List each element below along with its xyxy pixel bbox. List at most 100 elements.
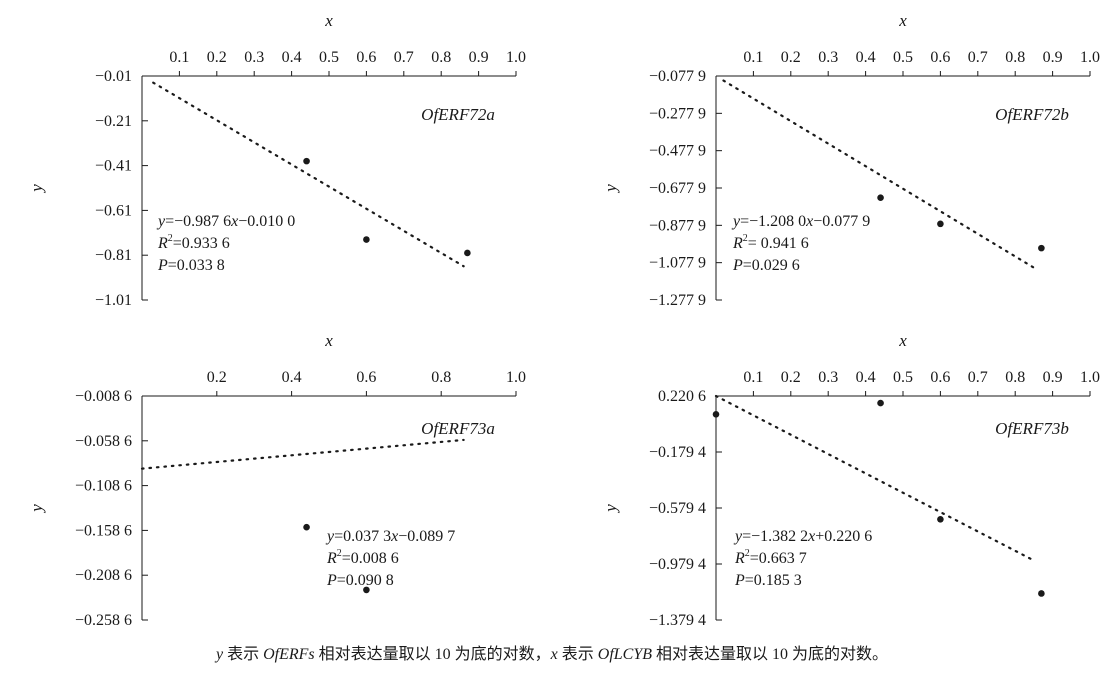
y-tick-label: −0.21 — [95, 113, 132, 130]
equation-x: x — [230, 213, 238, 230]
regression-equation: y=0.037 3x−0.089 7 — [325, 528, 455, 545]
p-symbol: P — [326, 572, 337, 589]
panel-oferf73b: 0.1 0.2 0.3 0.4 0.5 0.6 0.7 0.8 0.9 1.0 x 0.220 6 −0… — [601, 331, 1100, 629]
y-tick-label: 0.220 6 — [658, 388, 706, 405]
data-point — [712, 410, 720, 418]
y-tick-label: −0.058 6 — [75, 433, 132, 450]
p-value: P=0.029 6 — [732, 257, 800, 274]
panel-oferf73a: 0.2 0.4 0.6 0.8 1.0 x −0.008 6 −0.058 6 −0.108 6… — [27, 331, 526, 629]
equation-y: y — [733, 528, 743, 545]
data-point — [363, 586, 370, 594]
y-tick-label: −0.677 9 — [649, 180, 706, 197]
gene-label: OfERF73b — [995, 419, 1069, 438]
equation-x: x — [805, 213, 813, 230]
data-point — [303, 523, 310, 531]
x-tick-label: 0.4 — [282, 369, 302, 386]
equation-intercept: −0.077 9 — [813, 213, 870, 230]
x-tick-label: 0.3 — [818, 369, 838, 386]
x-tick-label: 0.2 — [207, 49, 227, 66]
x-tick-label: 0.6 — [930, 49, 950, 66]
data-point — [877, 194, 884, 202]
y-tick-label: −0.81 — [95, 247, 132, 264]
gene-label: OfERF73a — [421, 419, 495, 438]
y-tick-label: −0.008 6 — [75, 388, 132, 405]
x-tick-label: 0.6 — [356, 49, 376, 66]
x-tick-label: 0.8 — [1005, 369, 1025, 386]
x-tick-label: 0.5 — [893, 49, 913, 66]
x-tick-label: 0.2 — [781, 369, 801, 386]
r-symbol: R — [734, 550, 745, 567]
x-tick-label: 0.9 — [1043, 49, 1063, 66]
data-point — [937, 515, 944, 523]
y-tick-label: −0.158 6 — [75, 522, 132, 539]
figure: 0.1 0.2 0.3 0.4 0.5 0.6 0.7 0.8 0.9 1.0 x −0.01 −0.2… — [27, 11, 1100, 629]
regression-equation: y=−0.987 6x−0.010 0 — [156, 213, 295, 230]
data-point — [937, 220, 944, 228]
y-tick-label: −0.979 4 — [649, 556, 706, 573]
data-point — [363, 236, 370, 243]
equation-intercept: −0.010 0 — [238, 213, 295, 230]
gene-label: OfERF72b — [995, 105, 1069, 124]
p-value: P=0.185 3 — [734, 572, 802, 589]
caption-x-symbol: x — [550, 646, 558, 663]
y-tick-label: −0.108 6 — [75, 478, 132, 495]
x-tick-label: 0.8 — [431, 49, 451, 66]
y-tick-label: −1.379 4 — [649, 612, 706, 629]
regression-equation: y=−1.382 2x+0.220 6 — [733, 528, 872, 545]
p-symbol: P — [732, 257, 743, 274]
x-tick-label: 0.2 — [781, 49, 801, 66]
r-squared: R2=0.663 7 — [734, 548, 807, 567]
equation-slope: =−0.987 6 — [165, 213, 231, 230]
y-tick-label: −0.208 6 — [75, 567, 132, 584]
x-tick-label: 0.3 — [244, 49, 264, 66]
x-tick-label: 0.7 — [968, 369, 988, 386]
r-squared: R2=0.008 6 — [326, 548, 399, 567]
equation-x: x — [807, 528, 815, 545]
equation-y: y — [156, 213, 166, 230]
regression-equation: y=−1.208 0x−0.077 9 — [731, 213, 870, 230]
r-superscript: 2 — [337, 548, 342, 559]
x-tick-label: 0.4 — [856, 369, 876, 386]
p-symbol: P — [734, 572, 745, 589]
x-tick-label: 0.5 — [893, 369, 913, 386]
equation-intercept: −0.089 7 — [398, 528, 455, 545]
y-tick-label: −0.41 — [95, 158, 132, 175]
x-tick-label: 0.1 — [169, 49, 189, 66]
caption-text-3: 表示 — [557, 646, 598, 663]
caption-text-4: 相对表达量取以 10 为底的对数。 — [652, 646, 889, 663]
r-squared: R2=0.933 6 — [157, 233, 230, 252]
p-value: P=0.033 8 — [157, 257, 225, 274]
x-tick-label: 0.1 — [743, 49, 763, 66]
equation-x: x — [390, 528, 398, 545]
x-tick-label: 1.0 — [1080, 369, 1100, 386]
equation-slope: =0.037 3 — [334, 528, 391, 545]
y-tick-label: −1.277 9 — [649, 292, 706, 309]
equation-slope: =−1.208 0 — [740, 213, 806, 230]
x-axis-title: x — [898, 331, 907, 350]
y-axis-title: y — [27, 184, 46, 194]
r-squared-value: =0.933 6 — [173, 235, 230, 252]
p-value: P=0.090 8 — [326, 572, 394, 589]
caption-reference-gene: OfLCYB — [597, 646, 653, 663]
panel-oferf72b: 0.1 0.2 0.3 0.4 0.5 0.6 0.7 0.8 0.9 1.0x−0.077 9−… — [601, 11, 1100, 309]
r-superscript: 2 — [743, 233, 748, 244]
x-tick-label: 0.9 — [1043, 369, 1063, 386]
x-tick-label: 0.6 — [356, 369, 376, 386]
r-symbol: R — [326, 550, 337, 567]
figure-caption: y 表示 OfERFs 相对表达量取以 10 为底的对数，x 表示 OfLCYB… — [0, 643, 1104, 667]
data-point — [877, 399, 884, 407]
y-tick-label: −0.179 4 — [649, 444, 706, 461]
x-tick-label: 1.0 — [506, 369, 526, 386]
r-squared-value: =0.663 7 — [750, 550, 807, 567]
x-tick-label: 0.3 — [818, 49, 838, 66]
y-axis-title: y — [601, 504, 620, 514]
r-symbol: R — [732, 235, 743, 252]
x-axis-title: x — [324, 331, 333, 350]
x-tick-label: 0.4 — [282, 49, 302, 66]
y-tick-label: −0.077 9 — [649, 68, 706, 85]
y-axis-title: y — [27, 504, 46, 514]
y-tick-label: −0.579 4 — [649, 500, 706, 517]
y-tick-label: −0.877 9 — [649, 217, 706, 234]
x-tick-label: 0.2 — [207, 369, 227, 386]
equation-slope: =−1.382 2 — [742, 528, 808, 545]
